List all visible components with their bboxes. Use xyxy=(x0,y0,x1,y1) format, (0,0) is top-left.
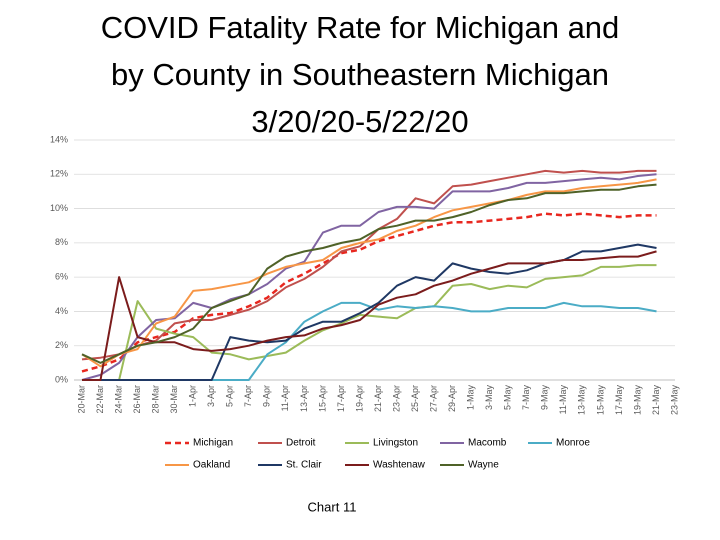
x-tick-label: 3-May xyxy=(484,385,494,411)
x-tick-label: 26-Mar xyxy=(132,385,142,414)
x-tick-label: 25-Apr xyxy=(410,385,420,412)
x-tick-label: 17-Apr xyxy=(336,385,346,412)
y-tick-label: 0% xyxy=(55,374,68,384)
series-line xyxy=(81,169,657,361)
legend-label: Detroit xyxy=(286,438,316,449)
series-line xyxy=(82,264,657,381)
x-tick-label: 5-Apr xyxy=(225,385,235,407)
x-tick-label: 22-Mar xyxy=(95,385,105,414)
x-tick-label: 9-May xyxy=(540,385,550,411)
series-line xyxy=(81,183,657,364)
x-tick-label: 7-Apr xyxy=(243,385,253,407)
x-tick-label: 19-Apr xyxy=(354,385,364,412)
x-tick-label: 11-Apr xyxy=(280,385,290,411)
x-tick-label: 17-May xyxy=(614,385,624,416)
series-line xyxy=(82,250,657,381)
y-tick-label: 4% xyxy=(55,306,68,316)
x-tick-label: 23-May xyxy=(669,385,679,416)
chart-title: by County in Southeastern Michigan xyxy=(111,57,609,92)
chart-title: 3/20/20-5/22/20 xyxy=(251,104,468,139)
series-line xyxy=(81,212,657,373)
y-tick-label: 6% xyxy=(55,272,68,282)
x-tick-label: 19-May xyxy=(632,385,642,416)
x-tick-label: 21-May xyxy=(651,385,661,416)
legend-label: Livingston xyxy=(373,438,418,449)
x-tick-label: 20-Mar xyxy=(76,385,86,414)
x-tick-label: 23-Apr xyxy=(391,385,401,412)
x-tick-label: 30-Mar xyxy=(169,385,179,414)
series-line xyxy=(81,173,657,381)
x-tick-label: 21-Apr xyxy=(373,385,383,412)
x-tick-label: 1-Apr xyxy=(188,385,198,407)
y-tick-label: 8% xyxy=(55,237,68,247)
legend-label: Washtenaw xyxy=(373,460,426,471)
x-tick-label: 9-Apr xyxy=(262,385,272,407)
x-tick-label: 5-May xyxy=(503,385,513,411)
x-tick-label: 28-Mar xyxy=(151,385,161,414)
y-tick-label: 14% xyxy=(50,134,68,144)
legend-label: St. Clair xyxy=(286,460,322,471)
x-tick-label: 27-Apr xyxy=(428,385,438,412)
legend-label: Wayne xyxy=(468,460,499,471)
x-tick-label: 15-Apr xyxy=(317,385,327,412)
x-tick-label: 3-Apr xyxy=(206,385,216,407)
x-tick-label: 11-May xyxy=(558,385,568,415)
series-line xyxy=(81,178,657,368)
y-tick-label: 2% xyxy=(55,340,68,350)
y-tick-label: 12% xyxy=(50,169,68,179)
x-tick-label: 13-May xyxy=(577,385,587,416)
x-tick-label: 1-May xyxy=(466,385,476,411)
legend-label: Michigan xyxy=(193,438,233,449)
x-tick-label: 15-May xyxy=(595,385,605,416)
legend-label: Oakland xyxy=(193,460,230,471)
legend-label: Monroe xyxy=(556,438,590,449)
x-tick-label: 24-Mar xyxy=(113,385,123,414)
y-tick-label: 10% xyxy=(50,203,68,213)
legend-label: Macomb xyxy=(468,438,507,449)
caption: Chart 11 xyxy=(308,499,357,514)
x-tick-label: 7-May xyxy=(521,385,531,411)
chart-title: COVID Fatality Rate for Michigan and xyxy=(101,10,620,45)
x-tick-label: 29-Apr xyxy=(447,385,457,412)
x-tick-label: 13-Apr xyxy=(299,385,309,412)
